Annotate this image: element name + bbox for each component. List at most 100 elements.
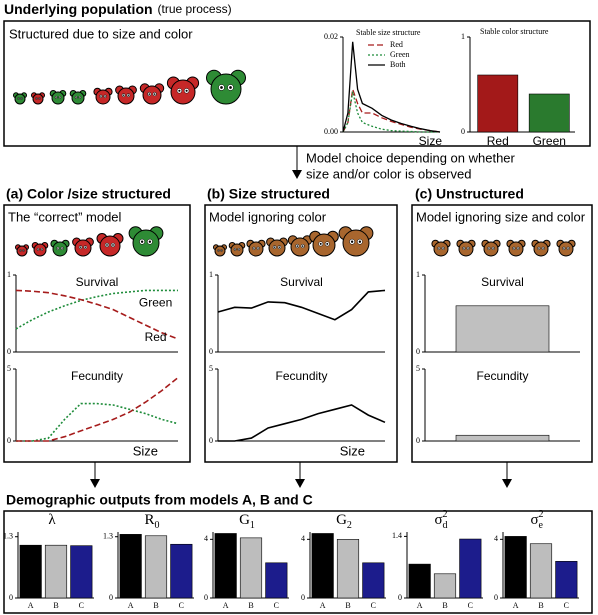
x-tick-label: B	[538, 601, 543, 610]
mouse-pupil	[57, 247, 59, 249]
chart-title-sup: 2	[443, 509, 448, 520]
mouse-head	[508, 241, 524, 257]
mouse-pupil	[79, 96, 81, 98]
mouse-head	[230, 243, 244, 257]
mouse-pupil	[75, 96, 77, 98]
bar	[504, 536, 527, 599]
arrow-text: size and/or color is observed	[306, 166, 471, 181]
arrow-text: Model choice depending on whether	[306, 150, 516, 165]
mouse-pupil	[178, 89, 181, 92]
bar	[214, 533, 237, 599]
x-tick-label: C	[179, 601, 184, 610]
mouse-pupil	[220, 86, 223, 89]
mouse-pupil	[278, 246, 281, 248]
x-tick-label: C	[564, 601, 569, 610]
mouse-pupil	[513, 247, 515, 249]
x-tick-label: C	[274, 601, 279, 610]
chart-title-main: R	[144, 512, 154, 528]
y-tick-label: 0	[7, 347, 11, 356]
series-line	[15, 289, 179, 340]
y-tick-label: 1.3	[103, 532, 113, 541]
chart-title-sub: 1	[250, 520, 255, 531]
mouse-pupil	[61, 247, 63, 249]
mouse-pupil	[257, 247, 259, 249]
panel-box	[3, 204, 191, 463]
panel-title: (b) Size structured	[207, 186, 330, 202]
y-tick-label: 1	[416, 270, 420, 279]
y-tick-label: 0	[109, 593, 113, 602]
mouse-head	[533, 241, 549, 257]
y-tick-label: 0	[209, 347, 213, 356]
arrow-head	[292, 170, 302, 179]
mouse-pupil	[234, 248, 236, 250]
bar	[311, 533, 334, 599]
chart-title-main: Fecundity	[476, 369, 528, 383]
mouse-pupil	[20, 250, 21, 251]
x-axis-label: Size	[419, 134, 443, 148]
y-tick-label: 0.02	[324, 32, 338, 41]
chart-title: σ2 e	[530, 509, 543, 531]
y-tick-label: 0	[7, 436, 11, 445]
mouse-pupil	[148, 240, 152, 243]
series-line	[16, 376, 179, 442]
mouse-head	[170, 79, 196, 105]
mouse-pupil	[55, 96, 57, 98]
panel-box	[204, 204, 398, 463]
chart-title-main: λ	[48, 512, 56, 528]
bar	[529, 543, 553, 599]
chart-title-sup: 2	[539, 509, 544, 520]
bar	[44, 544, 68, 599]
y-tick-label: 4	[204, 534, 208, 543]
mouse-head	[74, 239, 92, 257]
panel-subtitle: Model ignoring size and color	[416, 209, 586, 224]
x-axis-label: Size	[340, 443, 365, 458]
mouse-head	[132, 229, 160, 257]
bar	[455, 305, 550, 353]
mouse-pupil	[36, 98, 37, 99]
bar	[70, 545, 93, 599]
chart-title: Fecundity	[71, 369, 123, 383]
y-tick-label: 0	[301, 593, 305, 602]
bar	[528, 93, 570, 133]
bar	[336, 539, 360, 599]
chart-title: G1	[239, 512, 255, 531]
y-tick-label: 5	[209, 364, 213, 373]
x-tick-label: A	[128, 601, 134, 610]
mouse-head	[290, 237, 310, 257]
y-tick-label: 0	[9, 593, 13, 602]
mouse-pupil	[84, 246, 87, 248]
bar	[144, 535, 168, 599]
mouse-head	[214, 245, 226, 257]
mouse-pupil	[140, 240, 144, 243]
mouse-pupil	[358, 240, 362, 243]
bar	[239, 537, 263, 599]
mouse-head	[248, 241, 264, 257]
series-line	[16, 402, 179, 442]
arrow-head	[295, 479, 305, 488]
x-tick-label: A	[28, 601, 34, 610]
bar	[119, 534, 142, 599]
mouse-head	[71, 91, 85, 105]
top-subtitle: Structured due to size and color	[9, 26, 193, 41]
panel-title: (c) Unstructured	[415, 186, 524, 202]
mouse-pupil	[492, 247, 494, 249]
mouse-pupil	[542, 247, 544, 249]
mouse-pupil	[467, 247, 469, 249]
bar	[408, 563, 431, 599]
chart-title: Fecundity	[476, 369, 528, 383]
series-line	[342, 41, 441, 133]
panel-subtitle: The “correct” model	[8, 209, 122, 224]
mouse-pupil	[104, 95, 106, 97]
chart-title-sub: e	[539, 520, 544, 531]
mouse-pupil	[567, 247, 569, 249]
mouse-head	[32, 93, 44, 105]
x-axis-label: Size	[133, 443, 158, 458]
chart-title-sub: 2	[347, 520, 352, 531]
mouse-pupil	[221, 250, 222, 251]
mouse-pupil	[148, 93, 151, 95]
y-tick-label: 0	[209, 436, 213, 445]
mouse-head	[558, 241, 574, 257]
mouse-pupil	[463, 247, 465, 249]
mouse-head	[142, 85, 162, 105]
